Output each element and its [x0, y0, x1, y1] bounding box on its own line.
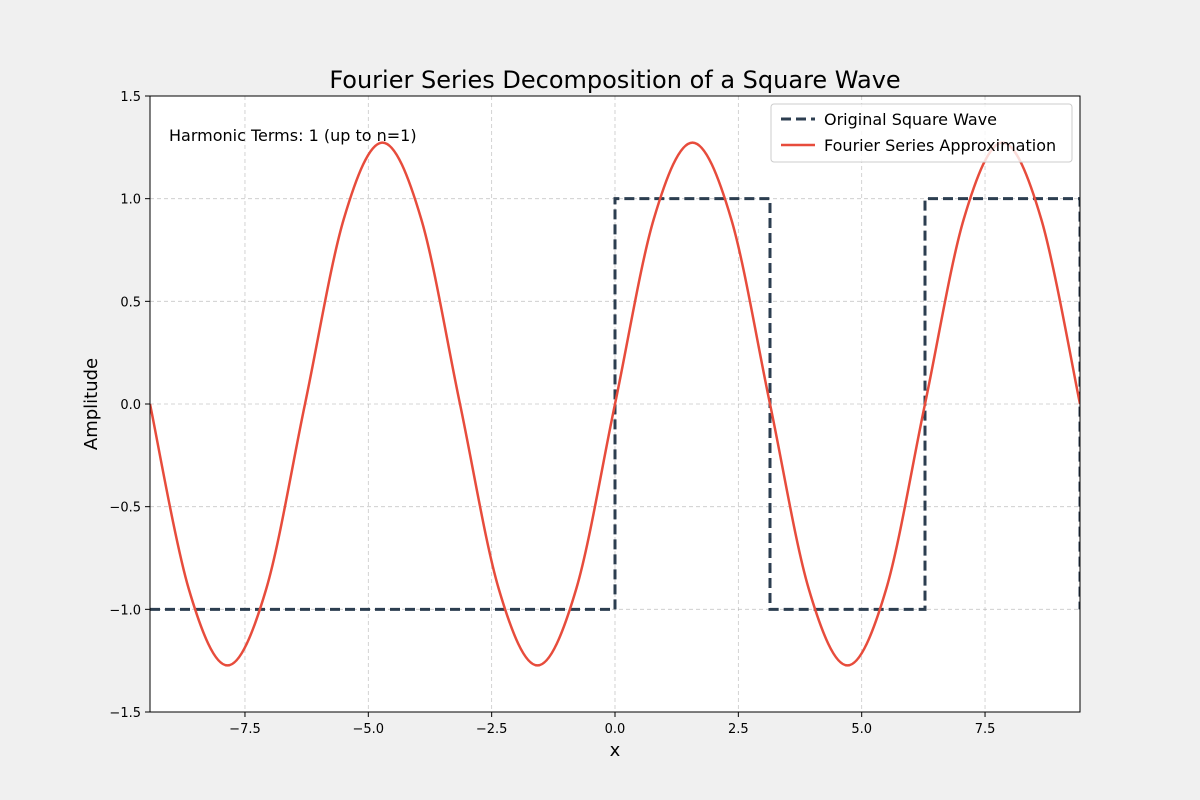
x-tick-label: 7.5 [975, 722, 996, 737]
x-tick-label: 5.0 [851, 722, 872, 737]
x-axis-label: x [610, 740, 621, 761]
legend-box [770, 103, 1073, 163]
series-original-square-wave [150, 197, 1080, 611]
legend: Original Square Wave Fourier Series Appr… [770, 103, 1073, 163]
y-tick-label: −0.5 [109, 501, 141, 516]
x-axis-ticks: −7.5 −5.0 −2.5 0.0 2.5 5.0 7.5 [229, 712, 995, 737]
x-tick-label: −7.5 [229, 722, 261, 737]
y-axis-label: Amplitude [81, 358, 102, 450]
harmonic-annotation: Harmonic Terms: 1 (up to n=1) [169, 126, 417, 145]
series-fourier-approximation [150, 141, 1080, 667]
x-tick-label: 2.5 [728, 722, 749, 737]
chart-title: Fourier Series Decomposition of a Square… [329, 66, 900, 94]
y-tick-label: −1.0 [109, 603, 141, 618]
y-tick-label: 1.0 [120, 193, 141, 208]
y-axis-ticks: −1.5 −1.0 −0.5 0.0 0.5 1.0 1.5 [109, 90, 150, 721]
x-tick-label: −5.0 [353, 722, 385, 737]
series-layer [150, 141, 1080, 667]
y-tick-label: 0.5 [120, 295, 141, 310]
y-tick-label: −1.5 [109, 706, 141, 721]
legend-fourier-label: Fourier Series Approximation [824, 136, 1056, 155]
legend-square-wave-label: Original Square Wave [824, 110, 997, 129]
x-tick-label: −2.5 [476, 722, 508, 737]
y-tick-label: 0.0 [120, 398, 141, 413]
x-tick-label: 0.0 [605, 722, 626, 737]
y-tick-label: 1.5 [120, 90, 141, 105]
